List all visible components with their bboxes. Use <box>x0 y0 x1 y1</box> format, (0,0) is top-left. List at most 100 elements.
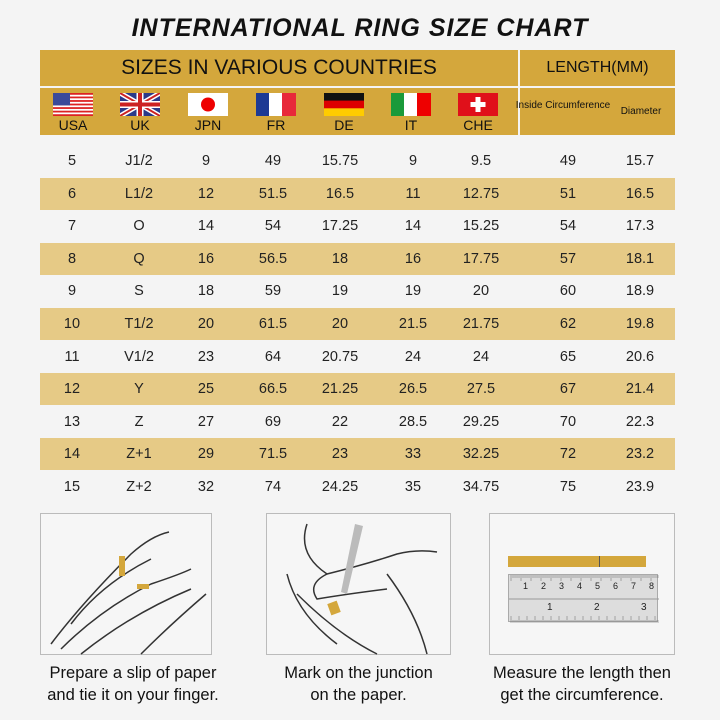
table-cell: 29 <box>197 446 215 463</box>
france-flag-icon <box>256 93 296 116</box>
ruler-label: 3 <box>559 581 565 591</box>
switzerland-flag-icon <box>458 93 498 116</box>
table-cell: 49 <box>559 153 577 169</box>
table-cell: 17.3 <box>625 218 655 235</box>
table-cell: 11 <box>405 185 421 202</box>
table-cell: 21.4 <box>625 381 655 398</box>
step-3-illustration: 1 2 3 4 5 6 7 8 1 2 3 <box>489 513 675 655</box>
inside-circumference-label: Inside Circumference <box>515 100 611 111</box>
table-cell: 33 <box>404 446 422 463</box>
table-cell: 51 <box>559 185 577 202</box>
table-cell: 12 <box>197 185 215 202</box>
country-label: DE <box>334 117 354 133</box>
length-header: LENGTH(MM) <box>520 50 675 86</box>
table-cell: 62 <box>559 316 577 332</box>
table-cell: 12 <box>63 381 81 398</box>
table-cell: J1/2 <box>125 153 153 169</box>
table-cell: L1/2 <box>124 185 154 202</box>
table-row: 7 O 14 54 17.25 14 15.25 54 17.3 <box>40 210 675 242</box>
table-cell: 56.5 <box>258 250 288 267</box>
table-cell: 9 <box>408 153 418 169</box>
table-row: 5 J1/2 9 49 15.75 9 9.5 49 15.7 <box>40 145 675 177</box>
ruler-label: 1 <box>523 581 529 591</box>
table-cell: 70 <box>559 413 577 430</box>
table-cell: 8 <box>67 250 77 267</box>
table-cell: Z <box>134 413 144 430</box>
caption-line: get the circumference. <box>500 686 664 704</box>
table-row: 8 Q 16 56.5 18 16 17.75 57 18.1 <box>40 242 675 275</box>
table-cell: 19 <box>331 283 349 300</box>
table-cell: 10 <box>63 316 81 332</box>
table-cell: 27 <box>197 413 215 430</box>
table-row: 11 V1/2 23 64 20.75 24 24 65 20.6 <box>40 341 675 373</box>
table-cell: 23.9 <box>625 479 655 495</box>
table-cell: O <box>133 218 145 235</box>
table-cell: 69 <box>264 413 282 430</box>
table-cell: 72 <box>559 446 577 463</box>
japan-flag-icon <box>188 93 228 116</box>
table-cell: 20.75 <box>321 348 359 365</box>
table-cell: 15.75 <box>321 153 359 169</box>
table-cell: 64 <box>264 348 282 365</box>
table-cell: 9 <box>67 283 77 300</box>
table-cell: 21.75 <box>462 316 500 332</box>
table-cell: 23.2 <box>625 446 655 463</box>
table-cell: 20 <box>472 283 490 300</box>
table-cell: 18.1 <box>625 250 655 267</box>
table-cell: 24 <box>404 348 422 365</box>
table-cell: 65 <box>559 348 577 365</box>
table-cell: 60 <box>559 283 577 300</box>
table-cell: 15.7 <box>625 153 655 169</box>
table-row: 15 Z+2 32 74 24.25 35 34.75 75 23.9 <box>40 471 675 503</box>
step-2-illustration <box>266 513 451 655</box>
table-cell: 13 <box>63 413 81 430</box>
table-cell: 14 <box>197 218 215 235</box>
ruler-label: 2 <box>541 581 547 591</box>
table-cell: 35 <box>404 479 422 495</box>
country-label: USA <box>58 117 88 133</box>
table-cell: 28.5 <box>398 413 428 430</box>
country-flags-row: USA UK JPN FR DE IT CHE <box>40 88 518 135</box>
table-cell: Q <box>133 250 145 267</box>
table-cell: 15.25 <box>462 218 500 235</box>
table-cell: Z+1 <box>126 446 152 463</box>
table-cell: 22.3 <box>625 413 655 430</box>
table-cell: 16 <box>197 250 215 267</box>
table-cell: 20 <box>197 316 215 332</box>
table-cell: 49 <box>264 153 282 169</box>
table-cell: 9.5 <box>470 153 492 169</box>
italy-flag-icon <box>391 93 431 116</box>
table-cell: 7 <box>67 218 77 235</box>
diameter-label: Diameter <box>620 106 662 117</box>
table-cell: 19 <box>404 283 422 300</box>
table-cell: 74 <box>264 479 282 495</box>
hand-with-paper-icon <box>50 531 207 655</box>
table-cell: 51.5 <box>258 185 288 202</box>
table-cell: 26.5 <box>398 381 428 398</box>
table-row: 13 Z 27 69 22 28.5 29.25 70 22.3 <box>40 406 675 438</box>
table-cell: 24.25 <box>321 479 359 495</box>
step-2-caption: Mark on the junction on the paper. <box>256 662 461 706</box>
step-1-illustration <box>40 513 212 655</box>
table-cell: 11 <box>64 348 80 365</box>
table-cell: 9 <box>201 153 211 169</box>
countries-header: SIZES IN VARIOUS COUNTRIES <box>40 50 518 86</box>
table-cell: 16 <box>404 250 422 267</box>
table-cell: 16.5 <box>325 185 355 202</box>
table-cell: 12.75 <box>462 185 500 202</box>
table-cell: 14 <box>63 446 81 463</box>
hand-marking-paper-icon <box>286 523 438 655</box>
table-row: 14 Z+1 29 71.5 23 33 32.25 72 23.2 <box>40 438 675 471</box>
table-cell: 21.5 <box>398 316 428 332</box>
uk-flag-icon <box>118 90 162 119</box>
table-cell: 57 <box>559 250 577 267</box>
country-label: IT <box>404 117 418 133</box>
table-row: 9 S 18 59 19 19 20 60 18.9 <box>40 275 675 307</box>
table-cell: Z+2 <box>126 479 152 495</box>
table-cell: 20 <box>331 316 349 332</box>
table-cell: 71.5 <box>258 446 288 463</box>
caption-line: and tie it on your finger. <box>47 686 219 704</box>
table-cell: T1/2 <box>124 316 154 332</box>
table-cell: 18 <box>197 283 215 300</box>
paper-strip <box>508 556 646 567</box>
